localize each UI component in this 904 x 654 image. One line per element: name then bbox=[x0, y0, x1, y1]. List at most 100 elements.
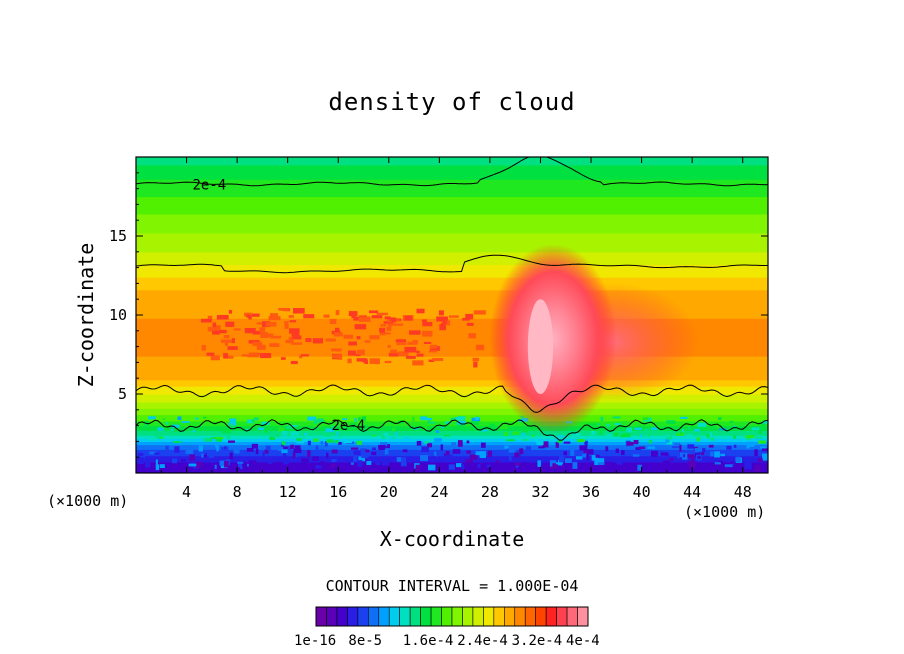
density-band bbox=[136, 254, 768, 258]
density-speckle bbox=[639, 434, 643, 438]
density-band bbox=[136, 205, 768, 209]
density-speckle bbox=[443, 434, 451, 437]
density-speckle bbox=[638, 446, 645, 450]
density-band bbox=[136, 213, 768, 217]
density-speckle bbox=[212, 322, 217, 328]
density-speckle bbox=[342, 418, 348, 421]
density-speckle bbox=[228, 422, 231, 426]
density-speckle bbox=[508, 445, 516, 453]
colorbar-label: 3.2e-4 bbox=[511, 633, 563, 649]
density-speckle bbox=[307, 450, 311, 457]
density-speckle bbox=[424, 426, 428, 431]
density-band bbox=[136, 330, 768, 333]
density-speckle bbox=[375, 358, 380, 365]
density-speckle bbox=[549, 464, 553, 469]
density-speckle bbox=[506, 448, 510, 451]
colorbar-swatch bbox=[451, 606, 463, 627]
density-band bbox=[136, 310, 768, 313]
density-band bbox=[136, 292, 768, 296]
density-speckle bbox=[210, 355, 220, 361]
density-speckle bbox=[462, 427, 470, 430]
density-speckle bbox=[208, 452, 214, 458]
density-band bbox=[136, 327, 768, 330]
density-speckle bbox=[347, 358, 352, 364]
density-speckle bbox=[748, 441, 755, 447]
density-speckle bbox=[285, 339, 294, 344]
density-speckle bbox=[313, 419, 318, 424]
density-band bbox=[136, 313, 768, 316]
density-band bbox=[136, 267, 768, 270]
density-speckle bbox=[718, 417, 722, 421]
density-speckle bbox=[384, 360, 392, 364]
density-speckle bbox=[563, 451, 567, 456]
density-speckle bbox=[170, 428, 174, 432]
density-speckle bbox=[506, 439, 515, 442]
density-speckle bbox=[290, 431, 300, 436]
density-speckle bbox=[635, 447, 641, 450]
density-speckle bbox=[260, 332, 269, 338]
density-speckle bbox=[466, 322, 474, 326]
density-speckle bbox=[269, 313, 279, 318]
density-speckle bbox=[358, 417, 361, 421]
density-speckle bbox=[620, 420, 629, 425]
density-speckle bbox=[307, 440, 311, 446]
density-speckle bbox=[307, 416, 317, 421]
density-speckle bbox=[673, 442, 681, 446]
density-band bbox=[136, 190, 768, 193]
density-speckle bbox=[522, 439, 529, 441]
density-speckle bbox=[719, 423, 725, 426]
density-speckle bbox=[390, 349, 397, 354]
density-speckle bbox=[438, 310, 444, 316]
density-speckle bbox=[281, 449, 289, 454]
colorbar-swatch bbox=[420, 606, 432, 627]
density-speckle bbox=[651, 427, 658, 431]
contour-labels: 2e-4 2e-4 bbox=[192, 178, 365, 434]
density-band bbox=[136, 382, 768, 386]
density-speckle bbox=[207, 326, 219, 332]
density-speckle bbox=[589, 423, 597, 426]
density-speckle bbox=[227, 346, 238, 350]
density-band bbox=[136, 194, 768, 198]
density-band bbox=[136, 185, 768, 188]
density-speckle bbox=[705, 451, 713, 455]
density-speckle bbox=[416, 440, 422, 446]
density-speckle bbox=[396, 457, 402, 462]
density-speckle bbox=[283, 446, 291, 452]
density-speckle bbox=[422, 330, 433, 337]
colorbar-swatch bbox=[409, 606, 421, 627]
contour-lines bbox=[136, 157, 768, 441]
density-speckle bbox=[264, 449, 269, 454]
density-speckle bbox=[761, 448, 768, 452]
density-speckle bbox=[365, 449, 370, 453]
x-tick-label: 32 bbox=[531, 483, 549, 501]
density-speckle bbox=[637, 464, 642, 471]
density-speckle bbox=[619, 434, 625, 438]
density-speckle bbox=[356, 336, 361, 340]
density-band bbox=[136, 253, 768, 256]
density-speckle bbox=[358, 456, 366, 462]
density-speckle bbox=[525, 446, 532, 453]
density-speckle bbox=[331, 449, 338, 454]
density-speckle bbox=[465, 313, 474, 320]
colorbar-label: 4e-4 bbox=[566, 633, 600, 649]
colorbar-swatch bbox=[472, 606, 484, 627]
x-tick-label: 16 bbox=[329, 483, 347, 501]
density-speckle bbox=[450, 417, 456, 422]
density-speckle bbox=[174, 446, 180, 453]
density-speckle bbox=[582, 453, 587, 458]
density-speckle bbox=[412, 416, 415, 422]
density-speckle bbox=[475, 344, 485, 351]
density-speckle bbox=[347, 350, 357, 356]
density-speckle bbox=[244, 312, 252, 317]
density-speckle bbox=[445, 450, 450, 456]
density-speckle bbox=[472, 357, 480, 362]
density-speckle bbox=[152, 431, 156, 436]
density-band bbox=[136, 191, 768, 194]
density-speckle bbox=[181, 421, 190, 423]
density-speckle bbox=[343, 334, 354, 339]
contour-line-upper bbox=[136, 157, 768, 187]
density-speckle bbox=[669, 458, 674, 461]
density-band bbox=[136, 351, 768, 354]
density-speckle bbox=[288, 315, 294, 318]
density-speckle bbox=[679, 431, 683, 434]
